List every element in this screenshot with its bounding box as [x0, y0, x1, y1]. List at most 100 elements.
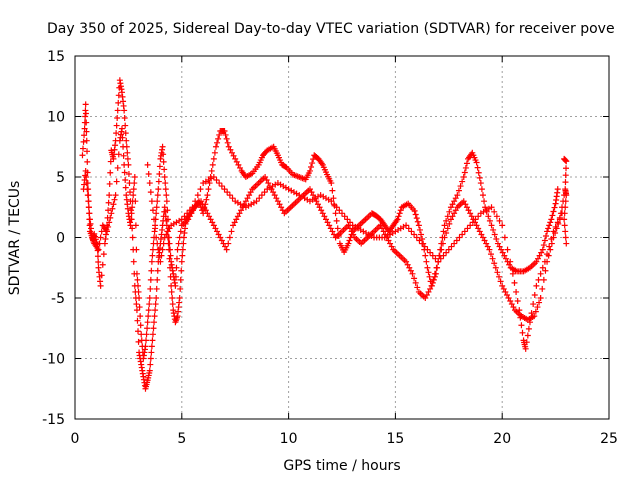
data-point: [473, 159, 480, 166]
data-point: [227, 146, 234, 153]
data-point: [487, 251, 494, 258]
data-point: [132, 222, 139, 229]
data-point: [135, 338, 142, 345]
data-point: [408, 228, 415, 235]
data-point: [273, 195, 280, 202]
data-point: [242, 198, 249, 205]
y-tick-labels: -15 -10 -5 0 5 10 15: [42, 49, 65, 428]
data-point: [455, 187, 462, 194]
data-point: [494, 240, 501, 247]
data-point: [135, 288, 142, 295]
data-point: [457, 183, 464, 190]
data-point: [443, 217, 450, 224]
data-point: [537, 295, 544, 301]
data-point: [270, 189, 277, 196]
data-point: [416, 226, 423, 233]
data-point: [346, 237, 353, 244]
data-point: [499, 222, 506, 229]
x-tick-label: 25: [600, 431, 618, 447]
data-point: [395, 213, 402, 220]
data-point: [276, 201, 283, 208]
data-point: [83, 174, 90, 180]
data-point: [133, 307, 140, 314]
data-point: [563, 165, 570, 172]
data-point: [536, 299, 543, 306]
x-tick-labels: 0 5 10 15 20 25: [71, 431, 618, 447]
data-point: [224, 189, 231, 196]
data-point: [409, 270, 416, 277]
data-point: [463, 160, 470, 167]
data-point: [122, 122, 129, 129]
data-point: [82, 167, 89, 174]
data-point: [83, 137, 90, 144]
data-point: [177, 228, 184, 235]
data-point: [405, 225, 412, 232]
data-point: [385, 237, 392, 244]
data-point: [113, 178, 120, 185]
data-point: [176, 234, 183, 241]
data-point: [475, 225, 482, 232]
y-tick-label: -10: [42, 352, 65, 368]
data-point: [538, 249, 545, 256]
data-point: [472, 216, 479, 223]
data-point: [329, 187, 336, 194]
data-point: [145, 307, 152, 314]
x-tick-label: 10: [280, 431, 298, 447]
data-point: [149, 331, 156, 338]
x-tick-label: 0: [71, 431, 80, 447]
data-point: [217, 234, 224, 241]
data-point: [324, 219, 331, 226]
data-point: [214, 228, 221, 235]
data-point: [533, 258, 540, 265]
data-point: [135, 282, 142, 289]
data-point: [128, 216, 135, 223]
data-point: [443, 229, 450, 236]
data-point: [514, 298, 521, 305]
data-point: [186, 213, 193, 220]
data-point: [347, 225, 354, 232]
data-point: [422, 295, 429, 301]
data-point: [223, 135, 230, 142]
data-point: [164, 228, 171, 235]
data-point: [341, 213, 348, 220]
data-point: [168, 288, 175, 295]
data-point: [136, 304, 143, 311]
data-point: [546, 243, 553, 250]
data-point: [146, 301, 153, 308]
data-point: [95, 246, 102, 253]
data-point: [507, 298, 514, 305]
data-point: [347, 219, 354, 226]
data-point: [506, 261, 513, 268]
data-point: [550, 208, 557, 215]
data-point: [124, 149, 131, 156]
data-point: [429, 252, 436, 259]
data-point: [478, 231, 485, 238]
data-point: [79, 152, 86, 159]
y-tick-label: 15: [47, 49, 65, 65]
data-point: [447, 204, 454, 211]
data-point: [469, 219, 476, 226]
data-point: [328, 180, 335, 187]
data-point: [467, 210, 474, 217]
data-point: [518, 322, 525, 329]
data-point: [330, 195, 337, 202]
data-point: [119, 134, 126, 141]
data-point: [265, 180, 272, 187]
data-point: [314, 201, 321, 208]
data-point: [531, 313, 538, 320]
x-tick-label: 20: [493, 431, 511, 447]
data-point: [218, 237, 225, 244]
data-point: [530, 301, 537, 308]
data-point: [134, 317, 141, 324]
data-point: [121, 161, 128, 168]
data-point: [494, 269, 501, 276]
data-point: [562, 228, 569, 235]
data-point: [256, 195, 263, 202]
data-point: [95, 259, 102, 266]
data-point: [497, 278, 504, 285]
data-point: [418, 231, 425, 238]
data-point: [179, 252, 186, 259]
data-point: [422, 252, 429, 259]
data-point: [98, 228, 105, 235]
